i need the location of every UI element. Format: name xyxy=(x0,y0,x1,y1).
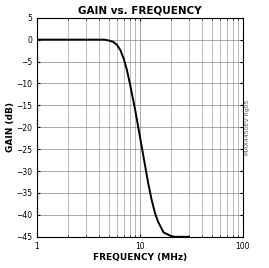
Title: GAIN vs. FREQUENCY: GAIN vs. FREQUENCY xyxy=(78,6,202,16)
X-axis label: FREQUENCY (MHz): FREQUENCY (MHz) xyxy=(93,254,187,262)
Text: MAX4450EV fig05: MAX4450EV fig05 xyxy=(245,100,250,155)
Y-axis label: GAIN (dB): GAIN (dB) xyxy=(6,102,15,152)
